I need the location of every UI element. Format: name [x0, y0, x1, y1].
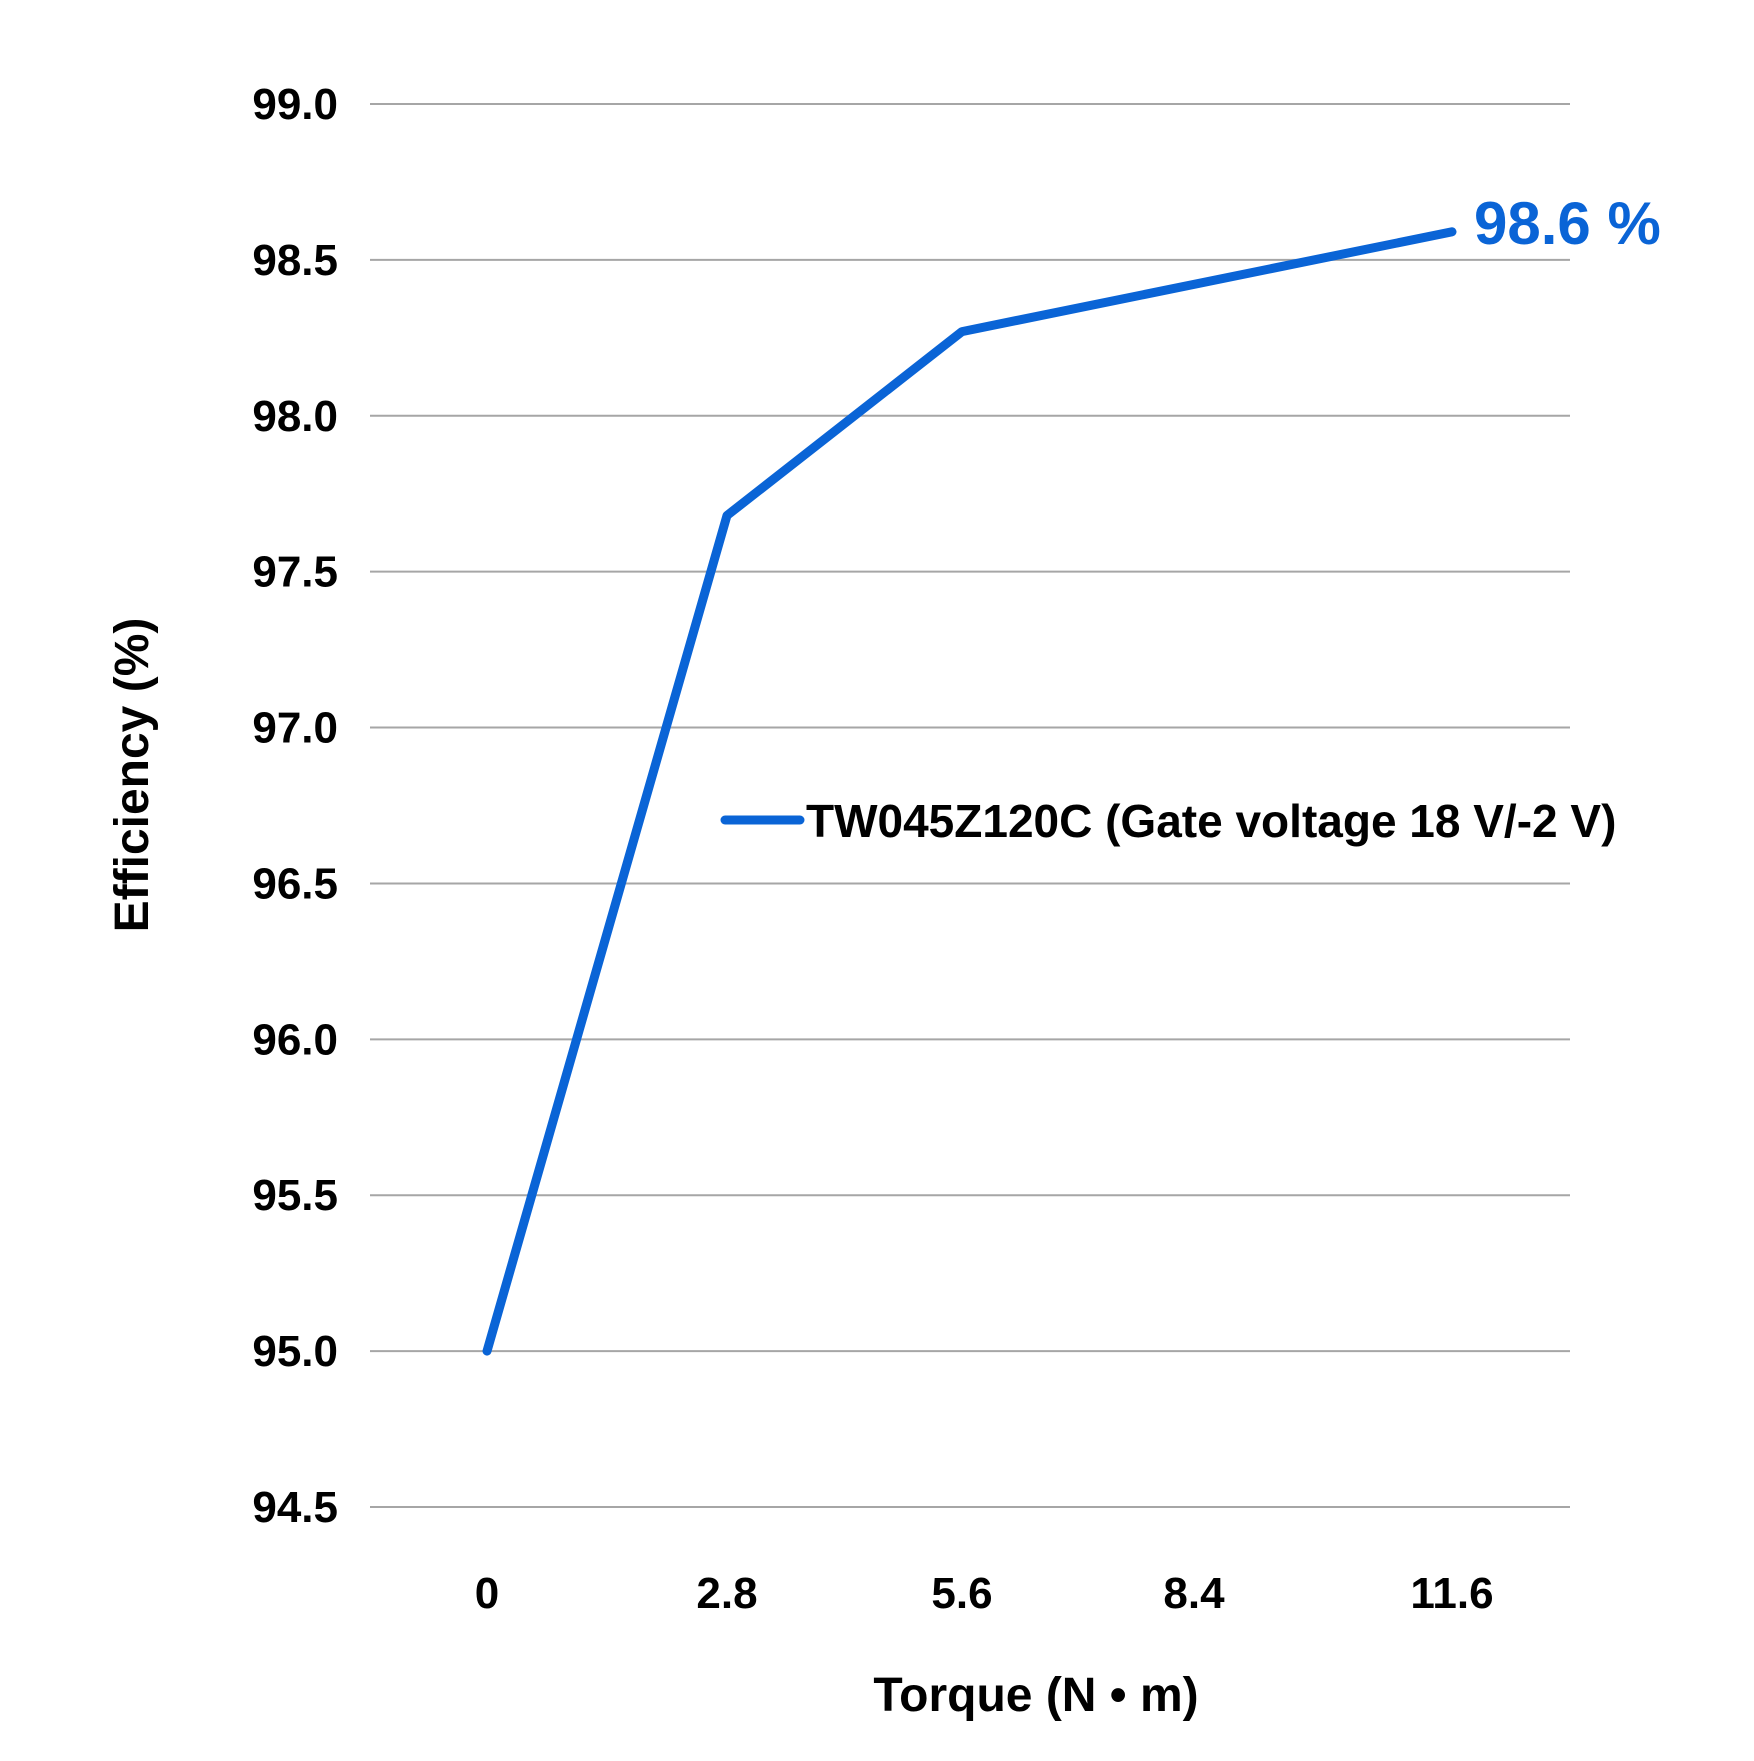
x-tick-label: 11.6	[1410, 1569, 1493, 1618]
x-tick-label: 5.6	[931, 1569, 992, 1618]
x-axis-title: Torque (N • m)	[873, 1669, 1198, 1722]
gridlines	[370, 103, 1570, 1508]
series-line	[482, 227, 1457, 1356]
x-tick-label: 8.4	[1163, 1569, 1225, 1618]
y-axis-title: Efficiency (%)	[106, 618, 159, 933]
end-value-label: 98.6 %	[1474, 190, 1661, 257]
y-tick-label: 95.0	[252, 1327, 338, 1376]
y-tick-label: 98.5	[252, 236, 338, 285]
y-tick-label: 98.0	[252, 392, 338, 441]
y-tick-label: 96.0	[252, 1015, 338, 1064]
y-tick-label: 96.5	[252, 859, 338, 908]
y-tick-label: 99.0	[252, 80, 338, 129]
legend-label: TW045Z120C (Gate voltage 18 V/-2 V)	[806, 795, 1616, 847]
y-tick-label: 97.5	[252, 548, 338, 597]
x-tick-labels: 0 2.8 5.6 8.4 11.6	[475, 1569, 1494, 1618]
x-tick-label: 0	[475, 1569, 499, 1618]
x-tick-label: 2.8	[696, 1569, 757, 1618]
legend: TW045Z120C (Gate voltage 18 V/-2 V)	[720, 795, 1616, 847]
y-tick-label: 94.5	[252, 1483, 338, 1532]
y-tick-labels: 94.5 95.0 95.5 96.0 96.5 97.0 97.5 98.0 98.5 99.0	[252, 80, 338, 1532]
y-tick-label: 95.5	[252, 1171, 338, 1220]
series-lines	[482, 227, 1457, 1356]
y-tick-label: 97.0	[252, 704, 338, 753]
